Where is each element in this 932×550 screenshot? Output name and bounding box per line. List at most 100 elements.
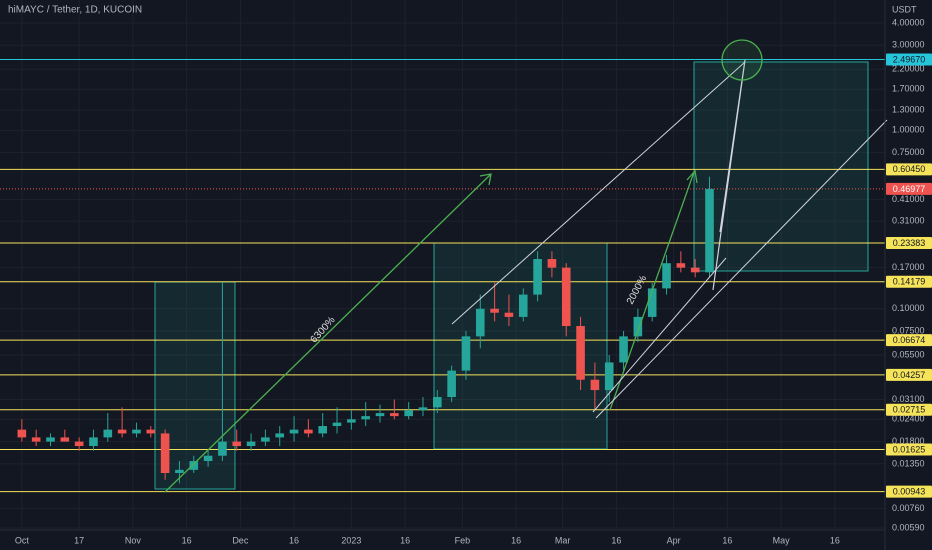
y-tick-label: 0.01350 <box>892 458 925 468</box>
candle-body <box>619 336 628 363</box>
x-tick-label: Mar <box>555 535 571 545</box>
price-tag <box>886 182 932 195</box>
level-label: 2.49670 <box>893 54 926 64</box>
candle-body <box>404 410 413 417</box>
candle-body <box>347 419 356 423</box>
range-box <box>693 61 869 272</box>
level-label: 0.02715 <box>893 405 926 415</box>
candle-body <box>246 441 256 447</box>
x-tick-label: 16 <box>722 535 732 545</box>
y-tick-label: 0.05500 <box>892 349 925 359</box>
candle-body <box>117 429 127 434</box>
grid <box>0 0 885 530</box>
x-tick-label: Dec <box>232 535 249 545</box>
candle-body <box>705 188 714 273</box>
y-tick-label: 4.00000 <box>892 17 925 27</box>
y-tick-label: 0.10000 <box>892 303 925 313</box>
y-tick-label: 0.31000 <box>892 215 925 225</box>
candle-body <box>17 429 27 438</box>
candle-body <box>647 288 657 317</box>
x-tick-label: Apr <box>667 535 681 545</box>
y-tick-label: 2.20000 <box>892 64 925 74</box>
candle-body <box>390 413 399 417</box>
candle-body <box>175 469 184 474</box>
candle-body <box>203 455 213 462</box>
candle-body <box>318 426 327 434</box>
candle-body <box>89 437 98 447</box>
channel-line <box>592 257 727 413</box>
target-circle <box>721 39 763 81</box>
y-tick-label: 1.30000 <box>892 104 925 114</box>
arrow <box>609 171 695 411</box>
candle-body <box>475 308 485 337</box>
candle-body <box>561 267 571 327</box>
candle-body <box>490 308 499 313</box>
level-label: 0.14179 <box>893 277 926 287</box>
x-tick-label: Oct <box>15 535 30 545</box>
level-label: 0.00943 <box>893 487 926 497</box>
y-tick-label: 0.02400 <box>892 414 925 424</box>
x-tick-label: 16 <box>182 535 192 545</box>
candle-body <box>590 379 600 391</box>
level-label: 0.01625 <box>893 444 926 454</box>
x-tick-label: 16 <box>611 535 621 545</box>
candle-body <box>103 429 113 438</box>
candle-body <box>304 429 313 434</box>
channel-line <box>595 119 888 419</box>
level-tag <box>886 485 932 498</box>
candle-body <box>604 362 614 391</box>
level-label: 0.06674 <box>893 335 926 345</box>
candle-body <box>418 407 428 411</box>
level-tag <box>886 334 932 347</box>
candle-body <box>261 437 270 442</box>
x-tick-label: May <box>773 535 791 545</box>
candle-body <box>289 429 299 434</box>
x-tick-label: 16 <box>511 535 521 545</box>
drawings <box>164 39 888 493</box>
chart-title: hiMAYC / Tether, 1D, KUCOIN <box>8 5 142 16</box>
axis-unit: USDT <box>892 4 917 14</box>
channel-line <box>451 61 746 325</box>
candle-body <box>74 441 84 447</box>
arrow <box>164 174 491 493</box>
candle-body <box>547 259 557 268</box>
y-tick-label: 1.70000 <box>892 84 925 94</box>
candle-body <box>160 433 170 474</box>
candle-body <box>46 437 55 442</box>
candle-body <box>447 370 456 398</box>
arrow-head <box>686 169 698 184</box>
x-tick-label: Nov <box>125 535 142 545</box>
candle-body <box>31 437 41 442</box>
x-tick-label: Feb <box>455 535 471 545</box>
x-tick-label: 2023 <box>341 535 361 545</box>
candle-body <box>361 416 370 420</box>
y-tick-label: 3.00000 <box>892 40 925 50</box>
x-tick-label: 16 <box>400 535 410 545</box>
candle-body <box>218 441 227 456</box>
level-tag <box>886 443 932 456</box>
y-tick-label: 1.00000 <box>892 125 925 135</box>
y-tick-label: 0.41000 <box>892 194 925 204</box>
candle-body <box>533 259 542 295</box>
level-tag <box>886 53 932 66</box>
candle-body <box>146 429 156 434</box>
candle-body <box>60 437 70 442</box>
candle-body <box>375 413 385 417</box>
candle-body <box>132 429 141 434</box>
candle-body <box>633 316 643 337</box>
y-tick-label: 0.00760 <box>892 503 925 513</box>
levels <box>0 58 885 493</box>
y-tick-label: 0.75000 <box>892 147 925 157</box>
y-tick-label: 0.01800 <box>892 436 925 446</box>
level-tag <box>886 403 932 416</box>
candle-body <box>518 294 528 317</box>
candle-body <box>676 263 686 268</box>
level-label: 0.60450 <box>893 164 926 174</box>
x-tick-label: 16 <box>289 535 299 545</box>
level-tag <box>886 163 932 176</box>
y-tick-label: 0.00590 <box>892 522 925 532</box>
candle-body <box>189 461 199 470</box>
level-tag <box>886 368 932 381</box>
